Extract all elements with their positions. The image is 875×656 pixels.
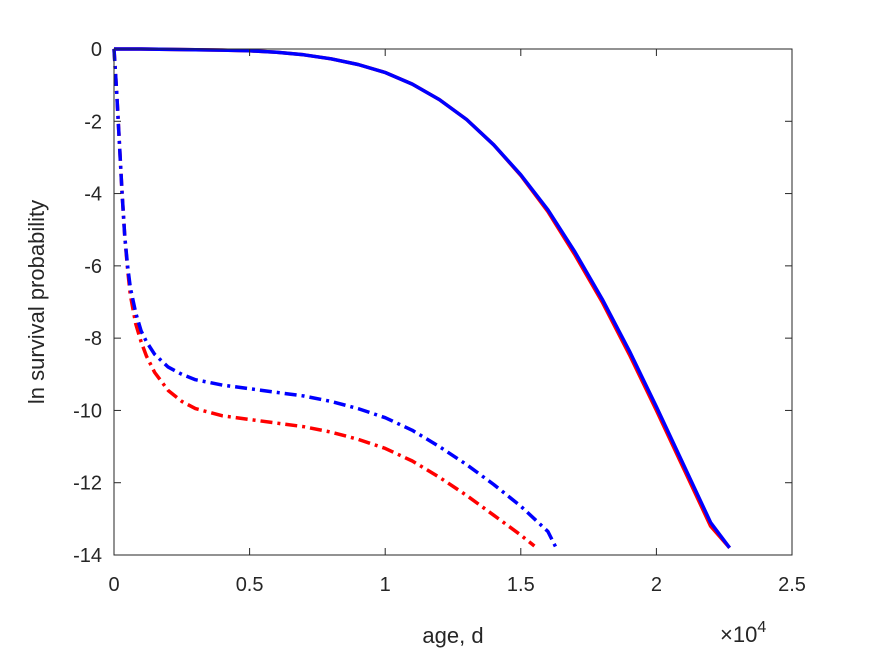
x-axis-ticks: 0 0.5 1 1.5 2 2.5 [108, 49, 806, 596]
y-tick-label: -8 [84, 328, 102, 350]
y-tick-label: 0 [91, 39, 102, 61]
x-axis-exponent: ×104 [720, 619, 766, 647]
y-tick-label: -12 [73, 473, 102, 495]
y-axis-label: ln survival probability [24, 200, 49, 404]
x-tick-label: 0.5 [236, 574, 264, 596]
y-tick-label: -6 [84, 256, 102, 278]
x-axis-label: age, d [422, 623, 483, 648]
x-tick-label: 2.5 [778, 574, 806, 596]
y-tick-label: -10 [73, 400, 102, 422]
x-tick-label: 1.5 [507, 574, 535, 596]
series-line-4 [112, 48, 558, 549]
x-tick-label: 1 [380, 574, 391, 596]
y-tick-label: -2 [84, 111, 102, 133]
y-tick-label: -4 [84, 184, 102, 206]
series-line-2 [114, 47, 731, 549]
series-layer [112, 47, 731, 549]
y-tick-label: -14 [73, 545, 102, 567]
x-tick-label: 2 [651, 574, 662, 596]
x-axis-exponent-power: 4 [757, 619, 766, 636]
plot-area [114, 49, 792, 555]
x-tick-label: 0 [108, 574, 119, 596]
x-axis-exponent-base: ×10 [720, 622, 757, 647]
y-axis-ticks: 0 -2 -4 -6 -8 -10 -12 -14 [73, 39, 792, 567]
axes-box [113, 48, 793, 556]
series-line-3 [112, 48, 536, 548]
